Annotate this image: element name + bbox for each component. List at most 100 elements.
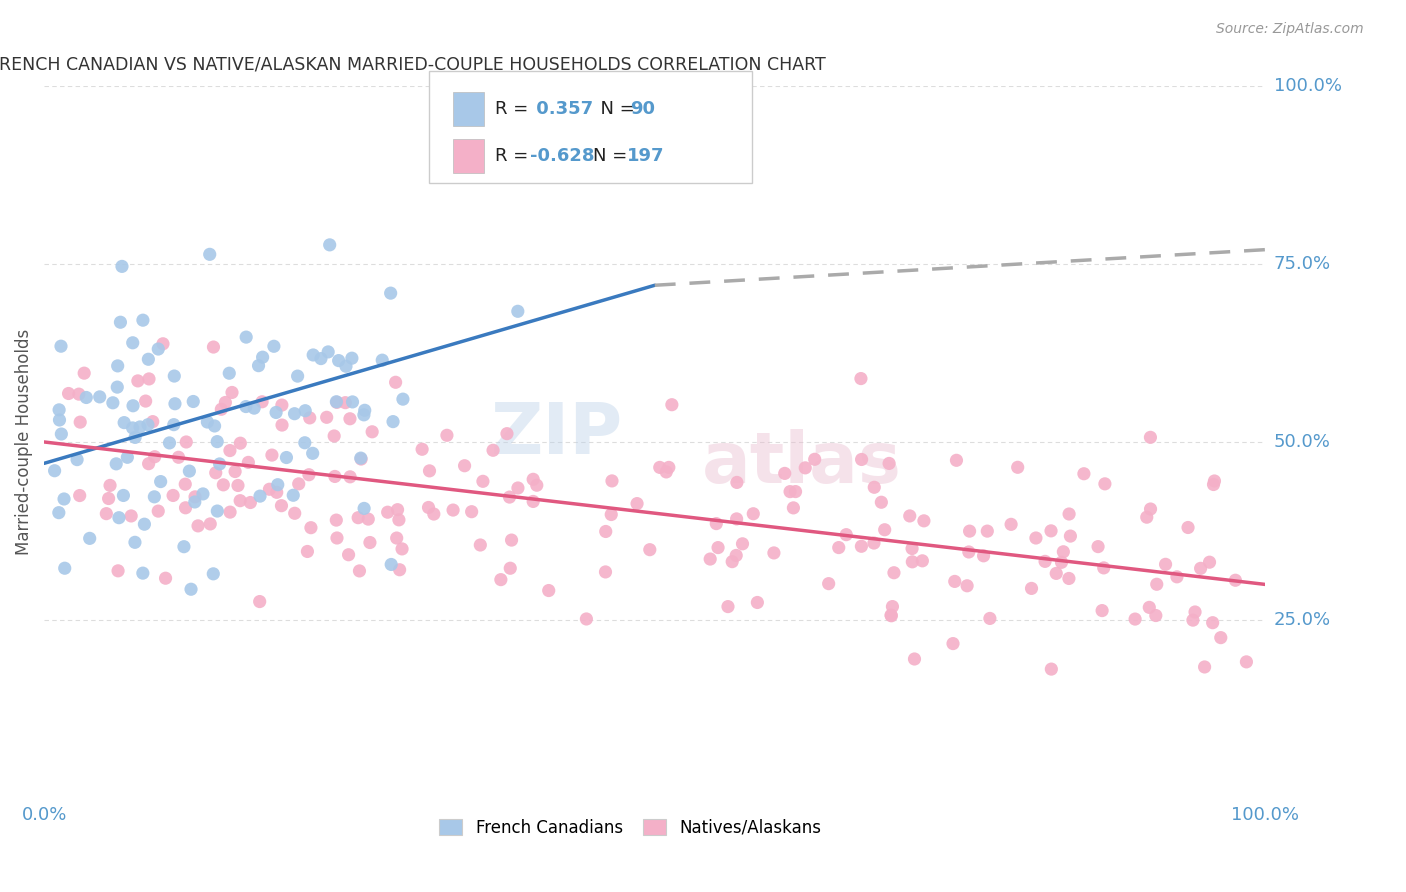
Point [882, 599, 904, 614]
Point [339, 411, 361, 425]
Text: 100.0%: 100.0% [1274, 77, 1341, 95]
Point [79, 532, 101, 546]
Point [489, 573, 512, 587]
Point [575, 612, 598, 626]
Point [219, 443, 242, 458]
Point [155, 571, 177, 585]
Point [121, 421, 143, 435]
Point [287, 369, 309, 384]
Point [707, 541, 730, 555]
Point [742, 507, 765, 521]
Point [105, 457, 128, 471]
Point [97, 491, 120, 506]
Point [325, 394, 347, 409]
Point [1087, 540, 1109, 554]
Point [1139, 502, 1161, 516]
Point [851, 452, 873, 467]
Point [335, 359, 357, 374]
Point [298, 467, 321, 482]
Point [323, 469, 346, 483]
Point [943, 574, 966, 589]
Point [276, 450, 298, 465]
Point [120, 508, 142, 523]
Text: R =: R = [495, 147, 534, 165]
Point [229, 493, 252, 508]
Point [557, 138, 579, 153]
Point [1204, 474, 1226, 488]
Point [148, 342, 170, 356]
Point [1057, 507, 1080, 521]
Point [357, 512, 380, 526]
Point [506, 304, 529, 318]
Text: R =: R = [495, 100, 534, 118]
Point [180, 582, 202, 597]
Point [1033, 554, 1056, 568]
Point [124, 430, 146, 444]
Point [53, 491, 76, 506]
Point [361, 425, 384, 439]
Point [267, 477, 290, 491]
Text: -0.628: -0.628 [530, 147, 595, 165]
Point [259, 482, 281, 496]
Text: N =: N = [593, 147, 633, 165]
Text: atlas: atlas [702, 429, 901, 498]
Point [105, 380, 128, 394]
Point [835, 527, 858, 541]
Point [163, 417, 186, 432]
Point [353, 501, 375, 516]
Point [460, 505, 482, 519]
Point [957, 545, 980, 559]
Point [779, 484, 801, 499]
Point [1189, 561, 1212, 575]
Point [655, 465, 678, 479]
Point [162, 488, 184, 502]
Point [235, 330, 257, 344]
Point [903, 652, 925, 666]
Point [350, 451, 373, 466]
Point [134, 517, 156, 532]
Point [377, 505, 399, 519]
Point [187, 519, 209, 533]
Point [1234, 655, 1257, 669]
Point [595, 524, 617, 539]
Point [101, 396, 124, 410]
Point [785, 484, 807, 499]
Point [205, 434, 228, 449]
Point [661, 398, 683, 412]
Point [747, 595, 769, 609]
Point [1154, 558, 1177, 572]
Point [260, 448, 283, 462]
Point [1040, 524, 1063, 538]
Point [1045, 566, 1067, 581]
Point [204, 466, 226, 480]
Point [326, 531, 349, 545]
Point [1007, 460, 1029, 475]
Point [239, 495, 262, 509]
Point [159, 436, 181, 450]
Point [380, 558, 402, 572]
Point [828, 541, 851, 555]
Point [297, 544, 319, 558]
Text: FRENCH CANADIAN VS NATIVE/ALASKAN MARRIED-COUPLE HOUSEHOLDS CORRELATION CHART: FRENCH CANADIAN VS NATIVE/ALASKAN MARRIE… [0, 55, 825, 73]
Point [224, 465, 246, 479]
Point [945, 453, 967, 467]
Point [112, 488, 135, 502]
Point [195, 415, 218, 429]
Point [252, 350, 274, 364]
Point [506, 481, 529, 495]
Point [174, 500, 197, 515]
Point [238, 455, 260, 469]
Point [174, 434, 197, 449]
Point [342, 395, 364, 409]
Point [226, 478, 249, 492]
Point [773, 467, 796, 481]
Point [67, 387, 90, 401]
Point [725, 512, 748, 526]
Point [117, 450, 139, 465]
Text: 25.0%: 25.0% [1274, 611, 1331, 629]
Point [863, 480, 886, 494]
Point [152, 336, 174, 351]
Point [387, 502, 409, 516]
Point [522, 494, 544, 508]
Point [294, 435, 316, 450]
